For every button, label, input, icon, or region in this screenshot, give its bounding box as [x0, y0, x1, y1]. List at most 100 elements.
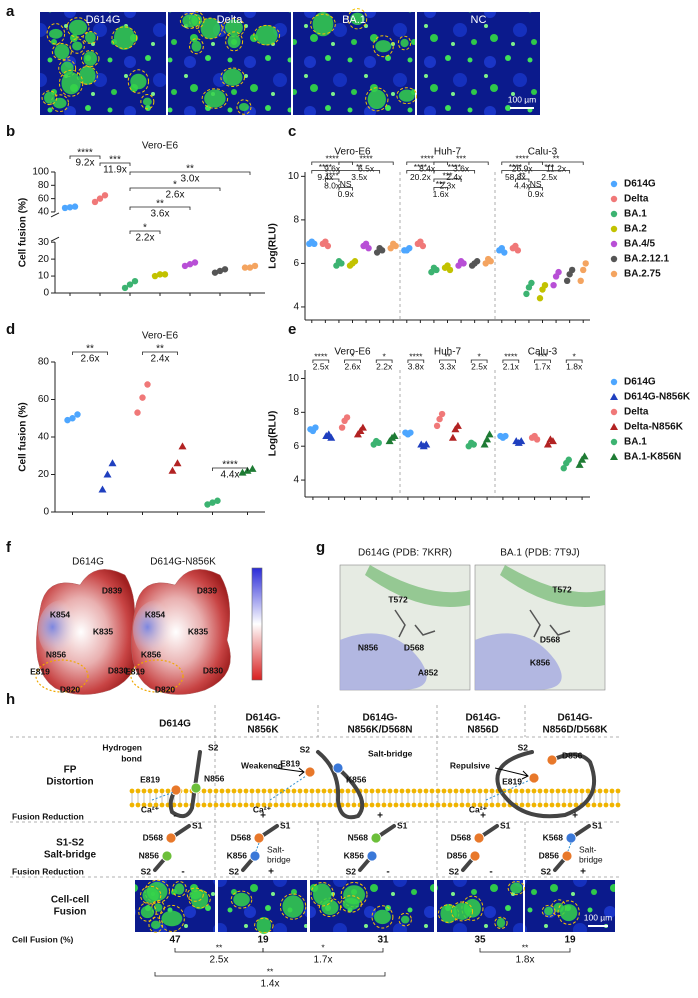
y-tick-label: 40 — [38, 432, 50, 443]
residue-label: D839 — [197, 585, 218, 595]
lipid-head — [423, 802, 429, 808]
sig-stars: * — [573, 351, 577, 361]
residue-label: D820 — [60, 684, 81, 694]
sig-bracket — [129, 230, 161, 234]
data-point — [568, 266, 576, 274]
syncytium-outline — [340, 882, 368, 908]
data-point — [565, 456, 572, 463]
data-point — [74, 411, 81, 418]
fp-chain — [495, 750, 596, 819]
data-point — [173, 459, 182, 467]
syncytium — [79, 65, 96, 85]
reduction-sign: + — [572, 811, 578, 822]
data-point — [246, 264, 254, 271]
residue-label: N856 — [358, 642, 379, 652]
data-point — [156, 271, 164, 278]
syncytium — [544, 906, 554, 916]
legend-marker — [610, 270, 618, 278]
syncytium — [83, 51, 97, 66]
lipid-head — [459, 802, 465, 808]
syncytium — [72, 41, 83, 51]
sig-bracket — [142, 351, 178, 355]
legend-label: BA.2 — [624, 224, 647, 235]
fold-change: 4.4x — [514, 180, 531, 190]
data-point — [470, 441, 477, 448]
structure-title: D614G (PDB: 7KRR) — [358, 548, 452, 559]
syncytium — [375, 40, 392, 53]
sig-stars: ** — [186, 164, 194, 175]
legend-marker — [610, 438, 618, 446]
sig-bracket — [72, 351, 108, 355]
fold-change: 2.1x — [503, 361, 520, 371]
syncytium — [61, 72, 81, 95]
fold-change: 11.2x — [546, 163, 567, 173]
syncytium — [255, 25, 278, 46]
cell-fusion-value: 31 — [377, 935, 389, 946]
sig-stars: ** — [86, 344, 94, 355]
panel-label: d — [6, 321, 15, 338]
syncytium-outline — [396, 87, 418, 105]
fold-change: 20.2x — [410, 172, 432, 182]
sig-bracket — [338, 187, 353, 191]
helix-purple — [475, 633, 562, 690]
domain-label: S1 — [500, 820, 511, 830]
lipid-head — [135, 788, 141, 794]
syncytium-outline — [111, 26, 138, 50]
lipid-head — [393, 788, 399, 794]
sig-bracket — [312, 359, 330, 363]
data-point — [501, 249, 508, 256]
sig-bracket — [479, 948, 571, 953]
syncytium-outline — [541, 904, 556, 918]
lipid-head — [549, 802, 555, 808]
y-tick-label: 6 — [293, 441, 299, 452]
sig-stars: ** — [444, 351, 451, 361]
lipid-head — [525, 788, 531, 794]
data-point — [103, 470, 112, 478]
data-point — [108, 459, 117, 467]
data-point — [473, 258, 481, 265]
lipid-head — [171, 802, 177, 808]
domain-label: S2 — [541, 866, 552, 876]
lipid-head — [465, 802, 471, 808]
data-point — [204, 501, 211, 508]
lipid-head — [201, 802, 207, 808]
data-point — [71, 203, 79, 210]
legend-label: BA.1 — [624, 437, 647, 448]
lipid-head — [531, 802, 537, 808]
lipid-head — [381, 788, 387, 794]
data-point — [161, 271, 169, 278]
sig-bracket — [433, 161, 489, 165]
sig-stars: **** — [314, 351, 328, 361]
fp-label: Ca²⁺ — [253, 804, 272, 814]
axis-break — [50, 236, 60, 242]
lipid-head — [549, 788, 555, 794]
sig-bracket — [375, 359, 393, 363]
syncytium — [114, 25, 135, 50]
lipid-head — [213, 788, 219, 794]
sig-stars: *** — [443, 170, 454, 180]
fp-label: S2 — [518, 742, 529, 752]
syncytium-outline — [253, 24, 281, 46]
domain-label: S2 — [449, 866, 460, 876]
lipid-head — [285, 802, 291, 808]
lipid-head — [219, 802, 225, 808]
data-point — [98, 485, 107, 493]
syncytium — [282, 895, 304, 918]
salt-link — [255, 842, 260, 852]
sig-bracket — [311, 161, 353, 165]
lipid-head — [363, 788, 369, 794]
syncytium — [140, 905, 155, 919]
fp-label: Repulsive — [450, 760, 490, 770]
y-tick-label: 80 — [38, 180, 50, 191]
sig-bracket — [99, 162, 131, 166]
syncytium — [174, 883, 185, 895]
data-point — [186, 261, 194, 268]
syncytium-outline — [186, 887, 204, 902]
lipid-head — [387, 802, 393, 808]
syncytium-outline — [371, 905, 394, 929]
fold-change: 2.4x — [151, 354, 170, 365]
domain-label: S1 — [280, 820, 291, 830]
lipid-head — [207, 802, 213, 808]
arrow — [274, 767, 305, 777]
lipid-head — [387, 788, 393, 794]
